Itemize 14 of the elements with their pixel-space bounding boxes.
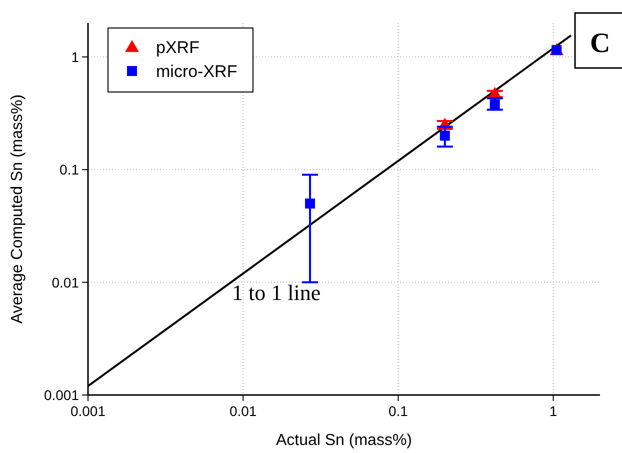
legend-label: micro-XRF	[156, 62, 238, 81]
annotation: 1 to 1 line	[232, 280, 321, 305]
y-tick-label: 1	[71, 48, 80, 65]
y-axis-title: Average Computed Sn (mass%)	[9, 94, 26, 324]
x-axis-title: Actual Sn (mass%)	[276, 432, 412, 449]
legend-label: pXRF	[156, 38, 200, 57]
x-tick-label: 0.1	[388, 403, 408, 419]
annotation: C	[590, 28, 610, 59]
x-tick-label: 1	[549, 403, 558, 419]
x-tick-label: 0.01	[229, 403, 257, 419]
y-tick-label: 0.01	[52, 274, 80, 290]
y-tick-label: 0.1	[60, 162, 80, 178]
y-tick-label: 0.001	[44, 387, 80, 403]
x-tick-label: 0.001	[70, 403, 106, 419]
